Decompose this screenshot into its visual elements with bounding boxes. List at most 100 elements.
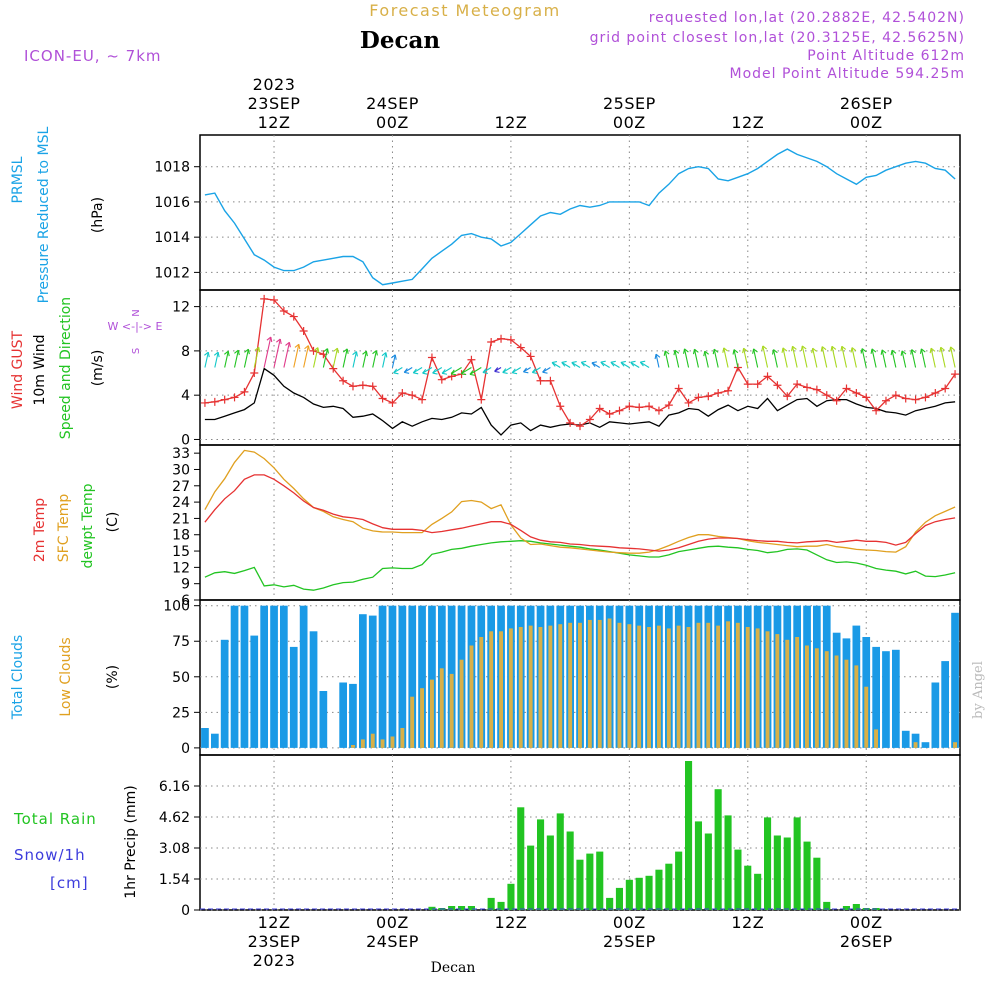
time-label: 12Z — [494, 113, 527, 132]
total-cloud-bar — [872, 646, 880, 748]
wind-arrow-head — [432, 368, 438, 375]
y-tick-label: 6 — [181, 593, 190, 609]
time-label: 23SEP — [248, 94, 301, 113]
y-tick-label: 24 — [172, 495, 190, 511]
total-cloud-bar — [260, 605, 268, 748]
rain-bar — [764, 817, 772, 910]
compass-south: S — [131, 348, 142, 354]
rain-bar — [517, 807, 525, 910]
rain-bar — [823, 901, 831, 910]
gust-point — [467, 355, 476, 364]
gust-point — [842, 384, 851, 393]
gust-point — [951, 370, 960, 379]
y-tick-label: 27 — [172, 479, 190, 495]
gust-point — [477, 395, 486, 404]
wind-arrow-shaft — [224, 351, 229, 368]
low-cloud-bar — [795, 637, 800, 748]
low-cloud-bar — [607, 618, 612, 748]
wind-arrow-head — [571, 361, 577, 367]
time-label: 25SEP — [603, 94, 656, 113]
y-tick-label: 0 — [181, 432, 190, 448]
wind-arrow-head — [692, 348, 699, 355]
wind-arrow-shaft — [693, 349, 699, 368]
wind-arrow-shaft — [640, 361, 650, 368]
wind-arrow-head — [591, 361, 597, 367]
time-label: 00Z — [376, 913, 409, 932]
wind-arrow-head — [254, 346, 261, 353]
low-cloud-bar — [617, 622, 622, 748]
wind-arrow-head — [450, 369, 457, 376]
wind-arrow-head — [412, 368, 419, 375]
wind-arrow-head — [511, 368, 518, 375]
wind-arrow-shaft — [930, 348, 936, 368]
low-cloud-bar — [805, 645, 809, 748]
gust-point — [526, 352, 535, 361]
pressure-grid — [200, 135, 960, 290]
low-cloud-bar — [508, 628, 513, 748]
wind-arrow-shaft — [733, 349, 739, 368]
total-cloud-bar — [240, 605, 249, 748]
watermark: by Angel — [971, 661, 986, 719]
clouds-panel: 0 25 50 75 100 Total Clouds Low Clouds (%) — [10, 599, 961, 757]
wind-arrow-head — [580, 360, 587, 367]
rain-bar — [556, 813, 564, 910]
wind-arrow-shaft — [861, 348, 867, 368]
gust-point — [339, 376, 348, 385]
rain-bar — [724, 815, 732, 910]
low-cloud-bar — [785, 639, 790, 748]
temp-dewpt-label: dewpt Temp — [80, 483, 96, 568]
gust-point — [941, 384, 950, 393]
wind-arrow-shaft — [683, 348, 690, 368]
wind-arrow-head — [244, 348, 250, 355]
gust-point — [358, 381, 367, 390]
wind-arrow-head — [800, 345, 807, 351]
rain-bar — [497, 901, 505, 910]
wind-arrow-shaft — [743, 348, 749, 368]
wind-arrow-head — [285, 341, 291, 348]
gust-point — [497, 334, 506, 343]
low-cloud-bar — [696, 622, 701, 748]
low-cloud-bar — [469, 645, 474, 748]
y-tick-label: 9 — [181, 577, 190, 593]
gust-point — [793, 380, 802, 389]
low-cloud-bar — [775, 634, 780, 748]
gust-point — [585, 415, 594, 424]
wind-arrow-shaft — [713, 349, 719, 368]
wind-10m-label: 10m Wind — [32, 334, 48, 405]
rain-bar — [852, 904, 860, 910]
total-cloud-bar — [201, 728, 209, 748]
rain-bar — [773, 835, 781, 910]
low-cloud-bar — [716, 625, 721, 748]
wind-arrow-head — [362, 350, 368, 357]
gust-point — [595, 404, 604, 413]
wind-arrow-head — [294, 343, 301, 350]
wind-arrow-shaft — [630, 361, 640, 368]
time-label: 00Z — [850, 113, 883, 132]
total-cloud-bar — [359, 614, 367, 748]
wind-arrow-shaft — [303, 345, 309, 368]
total-cloud-bar — [921, 742, 930, 748]
wind-arrow-shaft — [704, 351, 709, 368]
rain-bars — [428, 761, 880, 910]
gust-point — [822, 391, 831, 400]
gust-point — [368, 382, 377, 391]
wind-arrow-shaft — [911, 349, 917, 368]
rain-bar — [546, 835, 554, 910]
rain-bar — [665, 863, 673, 910]
model-altitude: Model Point Altitude 594.25m — [730, 66, 965, 82]
time-label: 23SEP — [248, 932, 301, 951]
total-cloud-bar — [319, 691, 328, 748]
total-cloud-bar — [951, 612, 959, 748]
low-cloud-bar — [864, 686, 869, 748]
low-cloud-bar — [666, 628, 671, 748]
rain-bar — [606, 897, 614, 910]
rain-bar — [635, 877, 643, 910]
rain-bar — [615, 887, 623, 910]
gust-point — [309, 346, 318, 355]
location-title: Decan — [360, 27, 440, 54]
gust-point — [220, 395, 229, 404]
total-cloud-bar — [309, 631, 318, 748]
rain-bar — [704, 833, 712, 910]
gust-point — [852, 388, 861, 397]
